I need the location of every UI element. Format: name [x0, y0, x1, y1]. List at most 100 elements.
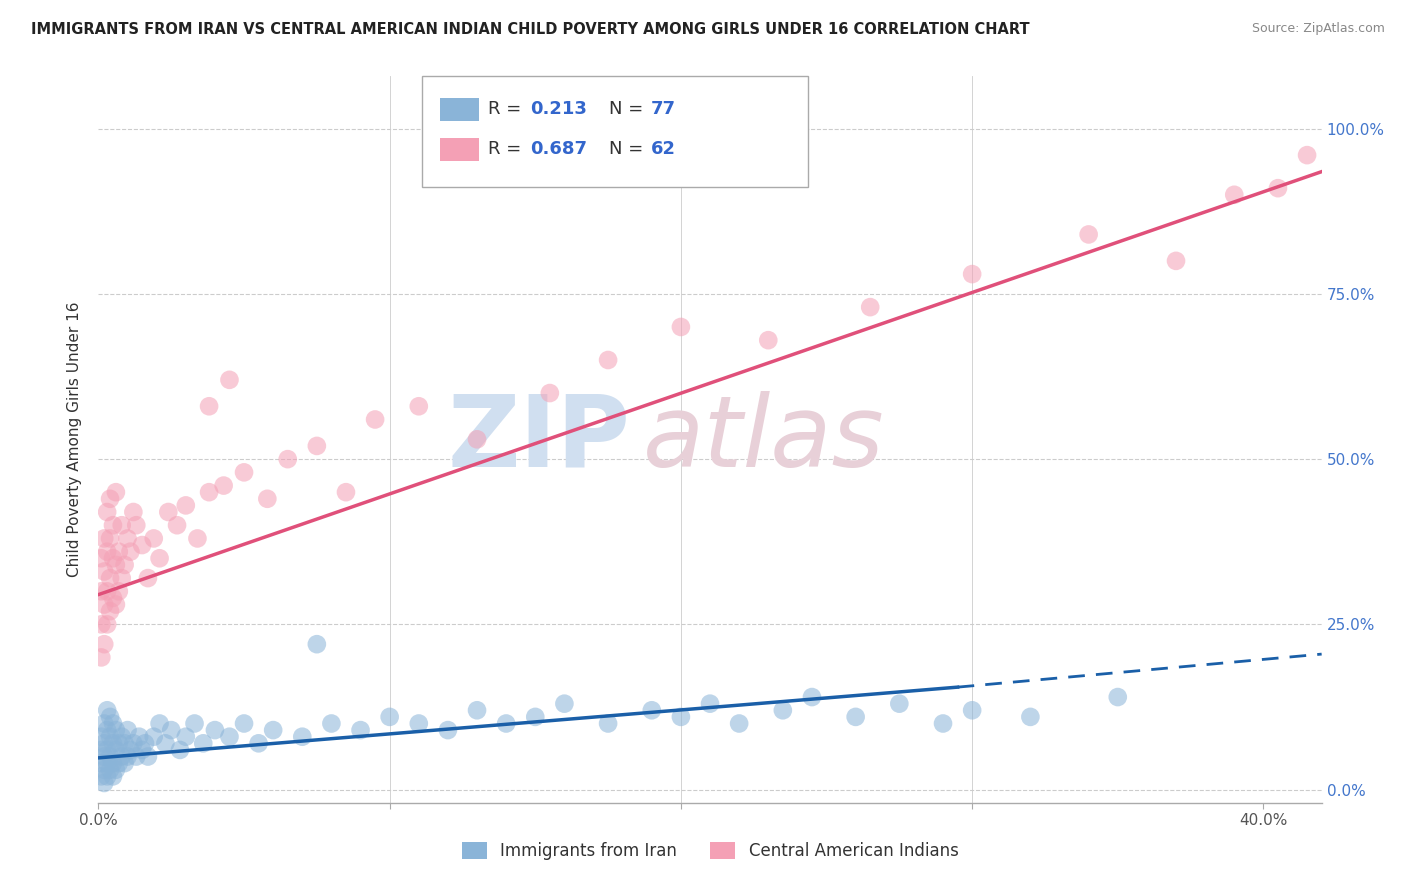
Point: [98, 763, 121, 777]
Point: [134, 736, 156, 750]
Point: [131, 538, 153, 552]
Point: [98, 749, 121, 764]
Point: [96, 703, 118, 717]
Point: [408, 716, 430, 731]
Point: [174, 499, 197, 513]
Point: [305, 637, 328, 651]
Point: [524, 710, 547, 724]
Point: [960, 703, 983, 717]
Point: [96, 544, 118, 558]
Point: [218, 373, 240, 387]
Point: [117, 749, 139, 764]
Point: [96, 617, 118, 632]
Point: [262, 723, 284, 737]
Point: [335, 485, 357, 500]
Point: [155, 736, 177, 750]
Point: [728, 716, 751, 731]
Point: [349, 723, 371, 737]
Point: [101, 756, 124, 771]
Point: [90, 756, 112, 771]
Point: [98, 571, 121, 585]
Point: [932, 716, 955, 731]
Point: [157, 505, 180, 519]
Point: [101, 591, 124, 605]
Point: [321, 716, 343, 731]
Point: [233, 466, 256, 480]
Point: [101, 716, 124, 731]
Point: [96, 756, 118, 771]
Point: [108, 756, 131, 771]
Point: [149, 716, 172, 731]
Point: [495, 716, 517, 731]
Point: [1164, 253, 1187, 268]
Point: [120, 544, 142, 558]
Point: [96, 584, 118, 599]
Text: R =: R =: [488, 100, 527, 118]
Point: [101, 736, 124, 750]
Point: [93, 716, 115, 731]
Point: [104, 598, 127, 612]
Point: [111, 749, 134, 764]
Point: [90, 551, 112, 566]
Point: [96, 505, 118, 519]
Text: Source: ZipAtlas.com: Source: ZipAtlas.com: [1251, 22, 1385, 36]
Point: [218, 730, 240, 744]
Point: [160, 723, 183, 737]
Point: [93, 749, 115, 764]
Point: [131, 743, 153, 757]
Text: R =: R =: [488, 140, 527, 158]
Point: [669, 710, 692, 724]
Point: [125, 518, 148, 533]
Point: [117, 532, 139, 546]
Point: [98, 532, 121, 546]
Point: [174, 730, 197, 744]
Point: [408, 399, 430, 413]
Point: [669, 320, 692, 334]
Point: [1296, 148, 1319, 162]
Point: [136, 749, 159, 764]
Point: [125, 749, 148, 764]
Text: atlas: atlas: [643, 391, 884, 488]
Text: 77: 77: [651, 100, 676, 118]
Point: [204, 723, 226, 737]
Point: [104, 743, 127, 757]
Point: [104, 558, 127, 572]
Point: [256, 491, 278, 506]
Text: 0.213: 0.213: [530, 100, 586, 118]
Point: [845, 710, 868, 724]
Text: IMMIGRANTS FROM IRAN VS CENTRAL AMERICAN INDIAN CHILD POVERTY AMONG GIRLS UNDER : IMMIGRANTS FROM IRAN VS CENTRAL AMERICAN…: [31, 22, 1029, 37]
Point: [1107, 690, 1129, 704]
Point: [90, 584, 112, 599]
Point: [142, 730, 165, 744]
Point: [596, 353, 619, 368]
Point: [98, 491, 121, 506]
Point: [1223, 187, 1246, 202]
Legend: Immigrants from Iran, Central American Indians: Immigrants from Iran, Central American I…: [456, 836, 965, 867]
Point: [859, 300, 882, 314]
Point: [277, 452, 299, 467]
Point: [111, 730, 134, 744]
Point: [117, 723, 139, 737]
Point: [108, 544, 131, 558]
Point: [960, 267, 983, 281]
Point: [108, 584, 131, 599]
Point: [538, 386, 561, 401]
Point: [98, 710, 121, 724]
Point: [104, 485, 127, 500]
Point: [108, 736, 131, 750]
Point: [93, 637, 115, 651]
Point: [437, 723, 460, 737]
Point: [111, 518, 134, 533]
Point: [128, 730, 150, 744]
Point: [104, 723, 127, 737]
Point: [166, 518, 188, 533]
Point: [90, 743, 112, 757]
Point: [98, 604, 121, 618]
Point: [889, 697, 911, 711]
Y-axis label: Child Poverty Among Girls Under 16: Child Poverty Among Girls Under 16: [67, 301, 83, 577]
Point: [96, 723, 118, 737]
Point: [114, 756, 136, 771]
Point: [1267, 181, 1289, 195]
Point: [136, 571, 159, 585]
Point: [772, 703, 794, 717]
